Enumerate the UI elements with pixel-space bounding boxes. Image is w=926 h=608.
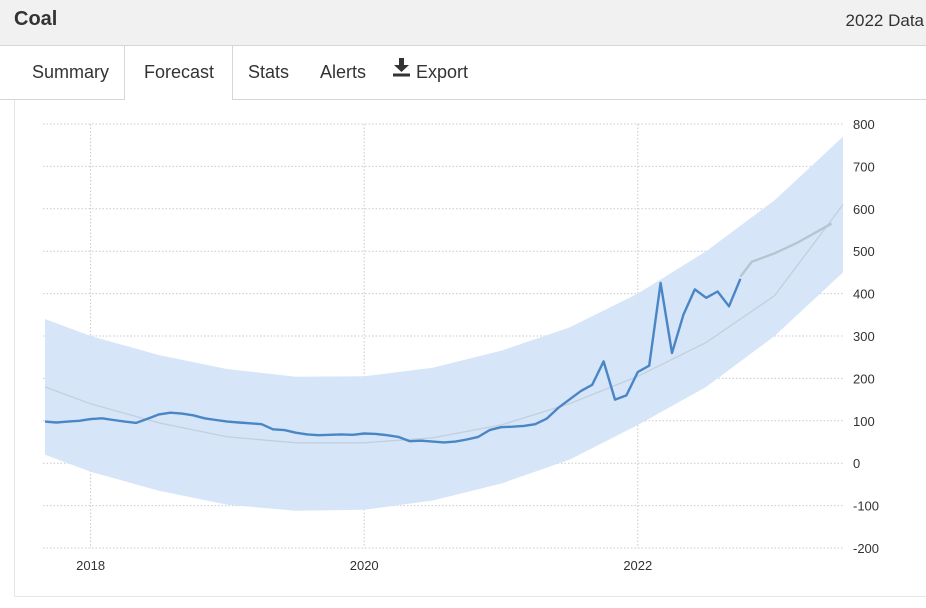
tab-export-label: Export: [416, 62, 469, 82]
tab-alerts-label: Alerts: [320, 62, 367, 82]
data-year-link[interactable]: 2022 Data: [845, 11, 924, 30]
y-tick-label: 200: [853, 371, 875, 386]
tab-summary[interactable]: Summary: [32, 46, 109, 100]
y-tick-label: -100: [853, 499, 879, 514]
y-tick-label: 100: [853, 414, 875, 429]
y-tick-label: 400: [853, 287, 875, 302]
series-forecast-line: [739, 222, 833, 278]
y-tick-label: -200: [853, 541, 879, 556]
tab-forecast-label: Forecast: [144, 62, 215, 82]
x-tick-label: 2018: [76, 558, 105, 573]
y-tick-label: 500: [853, 244, 875, 259]
tab-summary-label: Summary: [32, 62, 110, 82]
y-tick-label: 300: [853, 329, 875, 344]
forecast-band: [45, 136, 843, 511]
series-actual-line: [44, 278, 742, 444]
page-title: Coal: [14, 8, 58, 30]
x-tick-label: 2022: [623, 558, 652, 573]
tab-bar: Summary Forecast Stats Alerts Export: [0, 46, 926, 100]
tab-alerts[interactable]: Alerts: [320, 46, 366, 100]
tab-stats[interactable]: Stats: [248, 46, 289, 100]
trend-curve: [44, 204, 844, 444]
tab-stats-label: Stats: [248, 62, 290, 82]
y-tick-label: 700: [853, 159, 875, 174]
y-tick-label: 600: [853, 202, 875, 217]
header-bar: Coal 2022 Data: [0, 0, 926, 46]
y-axis-labels: 800 700 600 500 400 300 200 100 0 -100 -200: [853, 117, 879, 556]
x-tick-label: 2020: [350, 558, 379, 573]
forecast-chart-panel: 800 700 600 500 400 300 200 100 0 -100 -200 2018 20…: [14, 100, 926, 597]
x-axis-labels: 2018 2020 2022: [76, 558, 652, 573]
tab-export[interactable]: Export: [392, 46, 468, 100]
tab-forecast[interactable]: Forecast: [124, 46, 234, 100]
y-tick-label: 0: [853, 456, 860, 471]
download-icon: [392, 45, 411, 97]
y-tick-label: 800: [853, 117, 875, 132]
